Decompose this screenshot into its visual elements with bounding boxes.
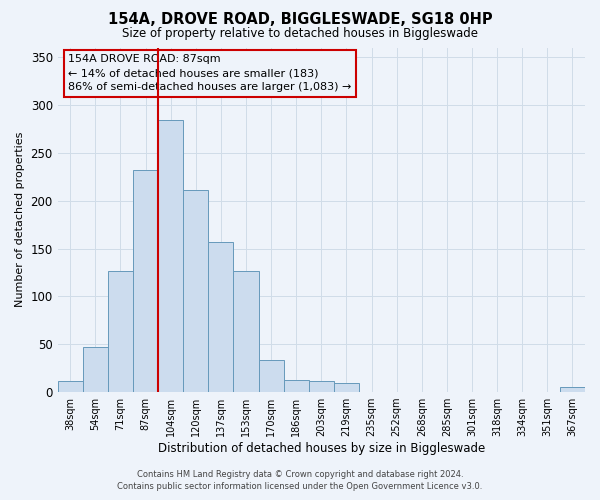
Bar (183, 190, 208, 392)
X-axis label: Distribution of detached houses by size in Biggleswade: Distribution of detached houses by size … (158, 442, 485, 455)
Bar (560, 388, 585, 392)
Bar (284, 380, 309, 392)
Bar (259, 360, 284, 392)
Text: 154A DROVE ROAD: 87sqm
← 14% of detached houses are smaller (183)
86% of semi-de: 154A DROVE ROAD: 87sqm ← 14% of detached… (68, 54, 352, 92)
Text: Size of property relative to detached houses in Biggleswade: Size of property relative to detached ho… (122, 28, 478, 40)
Bar (58, 380, 83, 392)
Text: Contains HM Land Registry data © Crown copyright and database right 2024.
Contai: Contains HM Land Registry data © Crown c… (118, 470, 482, 491)
Bar (158, 120, 183, 392)
Y-axis label: Number of detached properties: Number of detached properties (15, 132, 25, 308)
Bar (208, 242, 233, 392)
Bar (233, 272, 259, 392)
Bar (108, 270, 133, 392)
Bar (334, 382, 359, 392)
Bar (133, 170, 158, 392)
Text: 154A, DROVE ROAD, BIGGLESWADE, SG18 0HP: 154A, DROVE ROAD, BIGGLESWADE, SG18 0HP (107, 12, 493, 28)
Bar (309, 380, 334, 392)
Bar (83, 347, 108, 392)
